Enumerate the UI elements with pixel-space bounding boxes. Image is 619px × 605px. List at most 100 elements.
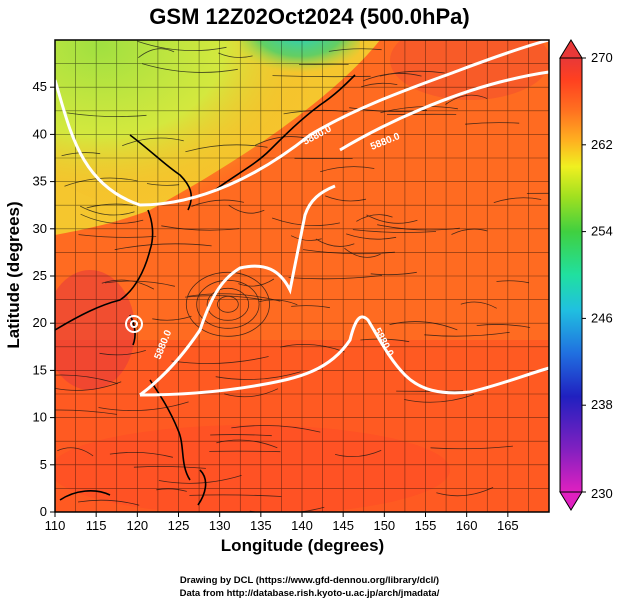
streamline — [141, 63, 238, 73]
streamline — [210, 434, 272, 437]
streamline — [363, 73, 422, 82]
streamline — [290, 235, 322, 241]
coastline-philippines — [149, 379, 207, 506]
y-tick-label: 40 — [33, 126, 47, 141]
streamline — [366, 214, 418, 224]
streamline — [360, 82, 398, 88]
x-tick-label: 160 — [456, 518, 478, 533]
streamline — [404, 394, 475, 403]
streamline — [138, 48, 175, 59]
x-tick-label: 165 — [497, 518, 519, 533]
colorbar: 230 238 246 254 262 270 — [559, 39, 613, 511]
streamline — [185, 295, 263, 301]
field-red-region-northeast — [390, 40, 549, 100]
contour-northeast — [339, 70, 549, 152]
contours-5880 — [55, 40, 549, 397]
contour-subtropical-high — [139, 184, 336, 397]
y-axis-label: Latitude (degrees) — [4, 201, 23, 349]
streamline — [55, 381, 122, 391]
streamline — [77, 499, 140, 506]
streamline — [476, 324, 531, 328]
colorbar-tick-label: 270 — [591, 50, 613, 65]
streamline — [67, 112, 147, 117]
x-tick-label: 135 — [250, 518, 272, 533]
credit-data: Data from http://database.rish.kyoto-u.a… — [179, 588, 440, 599]
x-tick-label: 130 — [209, 518, 231, 533]
typhoon-ring-outer — [125, 315, 143, 333]
streamline — [238, 278, 275, 287]
streamline — [493, 197, 542, 203]
streamline — [346, 233, 397, 240]
streamline — [436, 487, 494, 497]
streamline — [259, 299, 298, 306]
field-red-region-south — [55, 425, 450, 512]
x-tick-label: 115 — [86, 518, 107, 533]
streamline — [334, 450, 382, 458]
streamline — [325, 195, 367, 202]
field-green-region — [55, 40, 310, 210]
y-tick-label: 15 — [33, 362, 47, 377]
colorbar-tick-label: 262 — [591, 137, 613, 152]
streamline — [137, 41, 227, 52]
streamline — [55, 409, 117, 415]
streamline — [280, 344, 345, 353]
colorbar-bottom-arrow — [559, 491, 583, 511]
coastline-borneo — [59, 490, 111, 501]
coastline-china — [55, 209, 154, 331]
streamline — [370, 271, 417, 276]
streamline — [291, 305, 330, 309]
y-tick-label: 45 — [33, 79, 47, 94]
x-axis: 110 115 120 125 130 135 140 145 150 155 160 165 — [45, 512, 519, 533]
streamline — [185, 144, 268, 153]
streamline — [171, 356, 269, 364]
streamline-vortex — [217, 295, 239, 313]
x-tick-label: 125 — [168, 518, 190, 533]
streamline — [86, 203, 133, 209]
streamline — [328, 48, 382, 52]
y-tick-label: 30 — [33, 221, 47, 236]
streamline-vortex — [196, 279, 260, 329]
streamline — [114, 243, 212, 251]
streamline — [224, 388, 279, 398]
streamline — [80, 205, 135, 216]
streamline — [146, 183, 180, 186]
streamline — [272, 75, 371, 78]
streamline — [98, 401, 189, 412]
colorbar-body — [559, 57, 583, 493]
chart-title: GSM 12Z02Oct2024 (500.0hPa) — [149, 4, 470, 29]
y-tick-label: 35 — [33, 174, 47, 189]
streamline — [460, 301, 497, 309]
field-red-region-west — [55, 270, 135, 390]
colorbar-tick-label: 230 — [591, 486, 613, 501]
x-tick-label: 120 — [126, 518, 148, 533]
streamline — [271, 217, 340, 226]
streamline — [344, 247, 381, 258]
streamlines — [55, 41, 549, 512]
streamline — [57, 447, 94, 457]
streamline — [228, 204, 265, 214]
streamline — [445, 94, 488, 105]
streamline — [249, 506, 325, 512]
colorbar-tick-label: 238 — [591, 397, 613, 412]
streamline — [352, 229, 437, 233]
y-tick-label: 10 — [33, 410, 47, 425]
streamline — [315, 238, 355, 247]
field-cyan-region — [240, 40, 360, 80]
streamline — [451, 228, 488, 235]
colorbar-tick-label: 246 — [591, 310, 613, 325]
x-tick-label: 110 — [45, 518, 66, 533]
streamline — [158, 475, 242, 484]
streamline — [320, 166, 375, 173]
streamline — [55, 374, 119, 385]
y-tick-label: 25 — [33, 268, 47, 283]
credit-drawing: Drawing by DCL (https://www.gfd-dennou.o… — [179, 575, 440, 586]
colorbar-tick-label: 254 — [591, 224, 613, 239]
streamline-vortex — [185, 271, 270, 337]
x-tick-label: 155 — [415, 518, 437, 533]
x-tick-label: 140 — [291, 518, 313, 533]
x-tick-label: 145 — [332, 518, 354, 533]
streamline — [288, 275, 383, 280]
streamline — [109, 451, 173, 458]
streamline — [424, 331, 510, 337]
x-axis-label: Longitude (degrees) — [220, 536, 385, 555]
